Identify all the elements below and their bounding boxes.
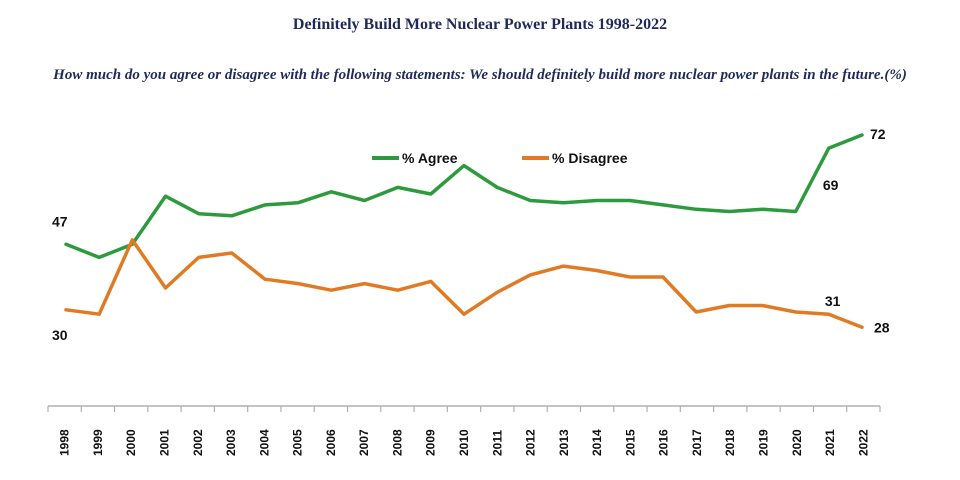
x-axis: 1998 1999 2000 2001 2002 2003 2004 2005 2006 2007… <box>47 405 881 456</box>
x-tick-label: 2015 <box>623 429 637 456</box>
plot-area <box>64 133 864 330</box>
x-tick-label: 2000 <box>124 429 138 456</box>
x-tick-label: 2005 <box>291 429 305 456</box>
series-line-0 <box>64 133 864 260</box>
x-tick-label: 2004 <box>257 429 271 456</box>
chart-title: Definitely Build More Nuclear Power Plan… <box>292 16 668 33</box>
data-label: 28 <box>874 319 890 335</box>
data-label: 69 <box>823 177 839 193</box>
data-labels: 47 30 69 72 31 28 <box>52 126 890 343</box>
x-tick-label: 2008 <box>390 429 404 456</box>
x-tick-label: 1998 <box>58 429 72 456</box>
legend-label-1: % Disagree <box>552 150 628 166</box>
x-tick-label: 2017 <box>690 429 704 456</box>
x-tick-label: 1999 <box>91 429 105 456</box>
x-tick-label: 2019 <box>757 429 771 456</box>
data-label: 30 <box>52 327 68 343</box>
x-tick-label: 2001 <box>157 429 171 456</box>
x-tick-label: 2010 <box>457 429 471 456</box>
x-tick-label: 2014 <box>590 429 604 456</box>
x-tick-label: 2016 <box>657 429 671 456</box>
x-tick-label: 2002 <box>191 429 205 456</box>
legend-label-0: % Agree <box>402 150 458 166</box>
x-tick-label: 2021 <box>823 429 837 456</box>
data-label: 72 <box>870 126 886 142</box>
x-tick-label: 2006 <box>324 429 338 456</box>
legend: % Agree % Disagree <box>372 150 628 166</box>
x-tick-label: 2012 <box>524 429 538 456</box>
x-tick-label: 2007 <box>357 429 371 456</box>
x-tick-label: 2003 <box>224 429 238 456</box>
x-tick-label: 2011 <box>490 430 504 456</box>
data-label: 31 <box>825 293 841 309</box>
series-line-1 <box>64 238 864 330</box>
chart-subtitle: How much do you agree or disagree with t… <box>53 67 907 83</box>
data-label: 47 <box>52 213 68 229</box>
x-tick-label: 2020 <box>790 429 804 456</box>
x-tick-label: 2009 <box>424 429 438 456</box>
x-tick-label: 2022 <box>856 429 870 456</box>
x-tick-label: 2013 <box>557 429 571 456</box>
x-tick-label: 2018 <box>723 429 737 456</box>
